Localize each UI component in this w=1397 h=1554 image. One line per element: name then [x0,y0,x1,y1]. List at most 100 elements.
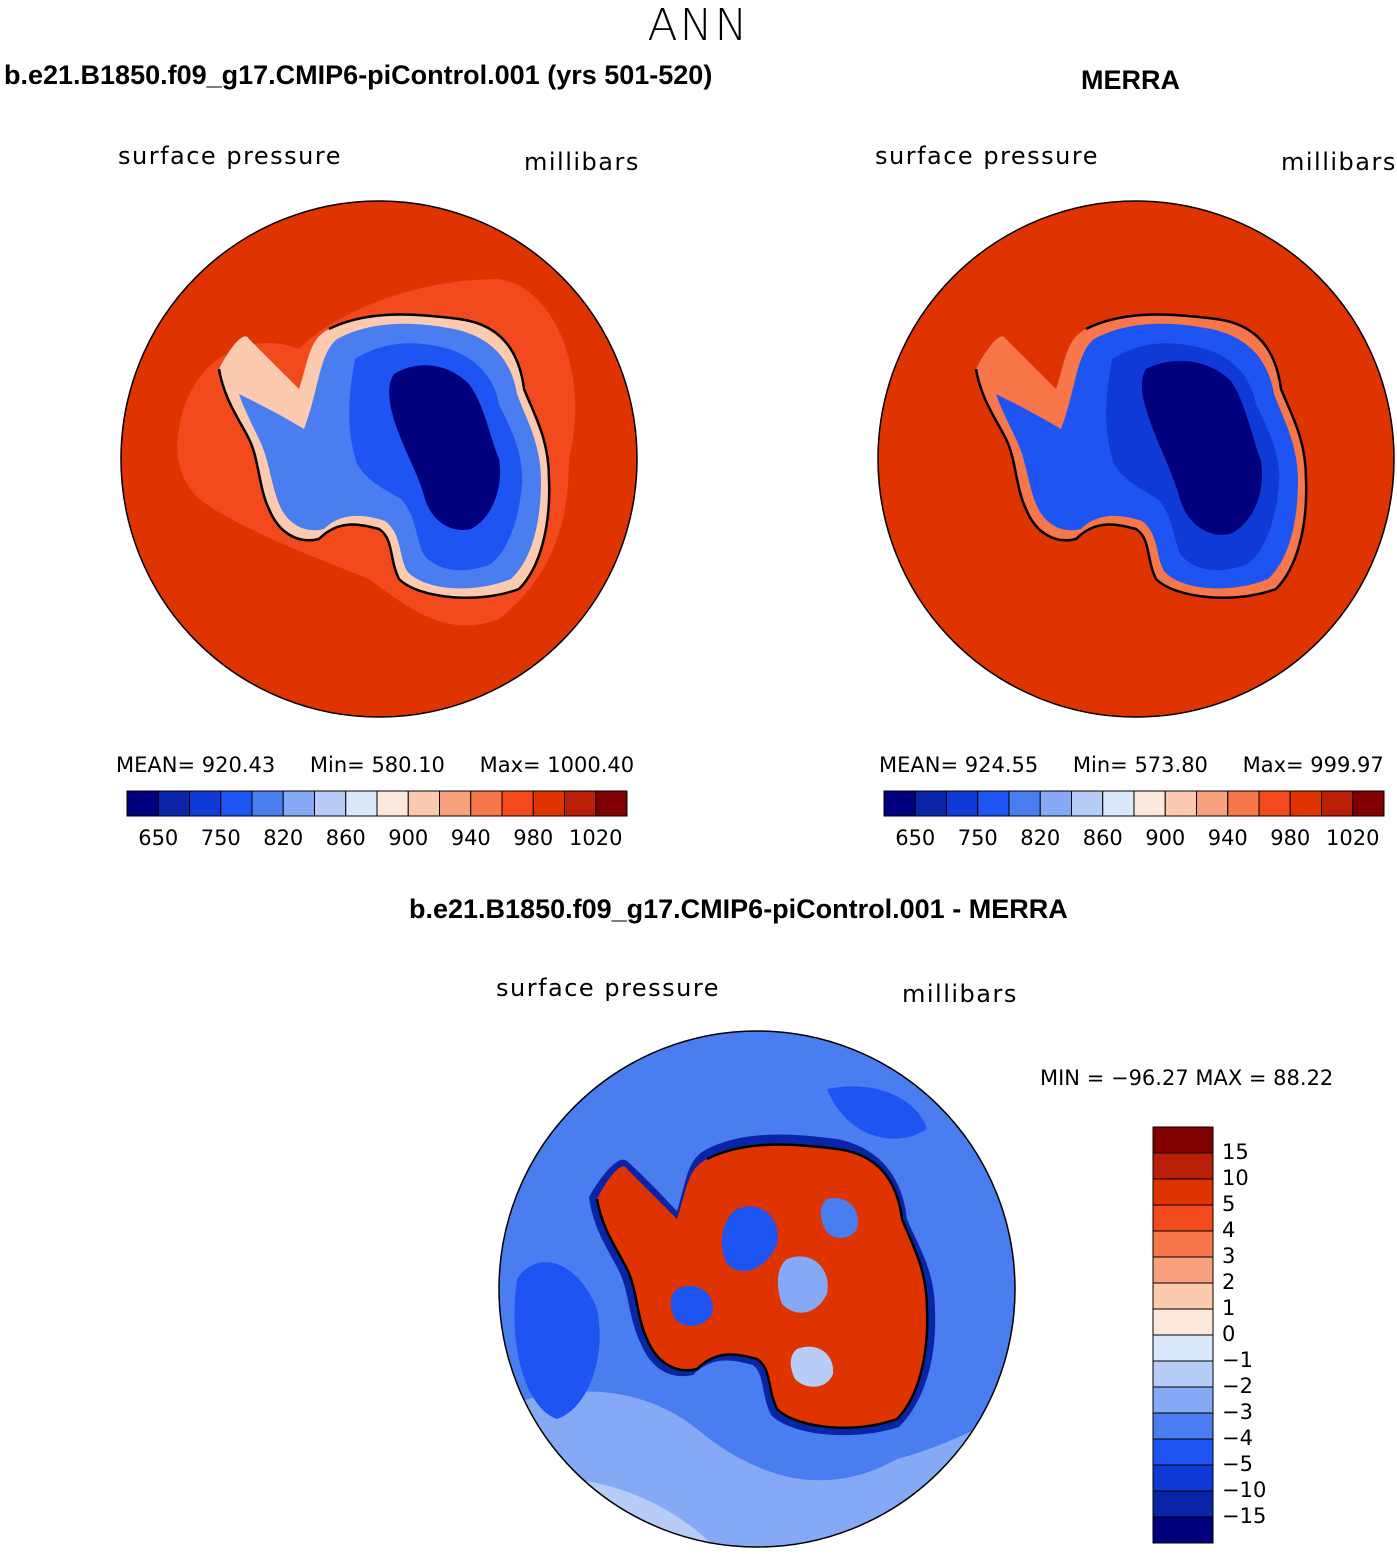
panel-3-land-negative-1 [721,1206,778,1272]
panel-2-colorbar-box [1071,790,1104,817]
panel-2-colorbar-box [946,790,979,817]
panel-1-colorbar-tick-label: 1020 [569,826,622,850]
panel-2-colorbar-box [1258,790,1291,817]
panel-2-colorbar-box [1227,790,1260,817]
panel-3-colorbar-box [1152,1360,1214,1388]
panel-2-coastline [974,313,1308,599]
panel-3-colorbar-box [1152,1178,1214,1206]
panel-1-colorbar-box [501,790,534,817]
panel-2-title: MERRA [1081,65,1180,95]
panel-3-colorbar-tick-label: −15 [1222,1504,1266,1528]
panel-3-colorbar-tick-label: −10 [1222,1478,1266,1502]
panel-3-colorbar-tick-label: 15 [1222,1140,1249,1164]
panel-3-colorbar-box [1152,1438,1214,1466]
panel-3-land-negative-3 [670,1285,713,1326]
panel-3-colorbar-box [1152,1386,1214,1414]
panel-1-map [120,200,638,718]
panel-3-colorbar-tick-label: −2 [1222,1374,1253,1398]
panel-1-coastline [217,313,551,599]
panel-3-land-negative-4 [820,1198,858,1238]
panel-1-mean: MEAN= 920.43 [116,753,276,777]
panel-2-colorbar-box [977,790,1010,817]
panel-2-plateau [1141,360,1263,535]
panel-1-colorbar-box [345,790,378,817]
panel-3-colorbar-box [1152,1152,1214,1180]
panel-3-colorbar-box [1152,1412,1214,1440]
panel-3-title: b.e21.B1850.f09_g17.CMIP6-piControl.001 … [409,894,1068,924]
panel-1-colorbar-box [282,790,315,817]
panel-3-colorbar-tick-label: −4 [1222,1426,1253,1450]
panel-1-colorbar-box [376,790,409,817]
panel-2-colorbar-box [914,790,947,817]
panel-3-colorbar-box [1152,1204,1214,1232]
panel-2-colorbar-box [1164,790,1197,817]
panel-2-colorbar-box [1008,790,1041,817]
panel-2-colorbar-box [1352,790,1385,817]
panel-2-colorbar-box [1289,790,1322,817]
panel-2-colorbar-box [1039,790,1072,817]
panel-1-min: Min= 580.10 [309,753,445,777]
panel-1-colorbar-box [439,790,472,817]
panel-3-land-negative-5 [790,1346,834,1387]
panel-2-colorbar-tick-label: 940 [1208,826,1248,850]
panel-1-colorbar: 650 750 820 860 900 940 980 1020 [126,790,628,850]
panel-1-colorbar-box [220,790,253,817]
panel-1-map-border [120,200,638,718]
panel-3-colorbar-tick-label: 5 [1222,1192,1235,1216]
panel-3-colorbar-tick-label: −3 [1222,1400,1253,1424]
panel-1-colorbar-box [314,790,347,817]
panel-3-colorbar-tick-label: 4 [1222,1218,1235,1242]
panel-2-colorbar-tick-label: 900 [1145,826,1185,850]
panel-1-colorbar-tick-label: 750 [201,826,241,850]
panel-1-colorbar-box [189,790,222,817]
panel-1-plateau [389,365,501,530]
panel-3-colorbar-tick-label: 3 [1222,1244,1235,1268]
panel-3-colorbar-tick-label: 0 [1222,1322,1235,1346]
panel-1-colorbar-box [157,790,190,817]
panel-1-colorbar-box [126,790,159,817]
panel-2-colorbar-tick-label: 820 [1020,826,1060,850]
panel-2-variable-label: surface pressure [875,142,1099,170]
panel-1-colorbar-box [251,790,284,817]
panel-2-stats: MEAN= 924.55 Min= 573.80 Max= 999.97 [879,753,1384,777]
panel-2-units-label: millibars [1281,148,1397,176]
panel-1-colorbar-box [407,790,440,817]
panel-1-colorbar-tick-label: 980 [513,826,553,850]
panel-1-stats: MEAN= 920.43 Min= 580.10 Max= 1000.40 [116,753,634,777]
panel-1-title: b.e21.B1850.f09_g17.CMIP6-piControl.001 … [4,60,713,90]
panel-2-colorbar-box [1133,790,1166,817]
panel-2-colorbar-box [883,790,916,817]
panel-2-mean: MEAN= 924.55 [879,753,1039,777]
panel-3-minmax: MIN = −96.27 MAX = 88.22 [1040,1066,1334,1090]
panel-2-colorbar-tick-label: 860 [1083,826,1123,850]
panel-3-colorbar-tick-label: −1 [1222,1348,1253,1372]
panel-2-colorbar-tick-label: 980 [1270,826,1310,850]
panel-1-colorbar-box [595,790,628,817]
panel-3-ocean-dark-1 [514,1262,600,1419]
panel-3-colorbar-box [1152,1126,1214,1154]
panel-1-colorbar-box [470,790,503,817]
panel-1-colorbar-tick-label: 650 [138,826,178,850]
panel-2-min: Min= 573.80 [1072,753,1208,777]
panel-1-colorbar-tick-label: 860 [326,826,366,850]
panel-1-colorbar-box [564,790,597,817]
panel-2-colorbar-box [1102,790,1135,817]
panel-3-colorbar-box [1152,1334,1214,1362]
panel-3-variable-label: surface pressure [496,974,720,1002]
panel-2-colorbar-tick-label: 750 [958,826,998,850]
panel-1-colorbar-tick-label: 820 [263,826,303,850]
panel-3-colorbar-box [1152,1490,1214,1518]
panel-1-variable-label: surface pressure [118,142,342,170]
panel-3-land-negative-2 [777,1256,828,1313]
panel-1-max: Max= 1000.40 [479,753,635,777]
panel-2-colorbar-box [1321,790,1354,817]
panel-2-colorbar-box [1196,790,1229,817]
panel-2-max: Max= 999.97 [1242,753,1384,777]
panel-3-colorbar-box [1152,1516,1214,1544]
panel-3-ocean-dark-2 [827,1086,927,1139]
panel-3-map-border [498,1030,1016,1548]
panel-3-colorbar-box [1152,1282,1214,1310]
page-title: ANN [647,0,750,51]
panel-3-colorbar-tick-label: 2 [1222,1270,1235,1294]
